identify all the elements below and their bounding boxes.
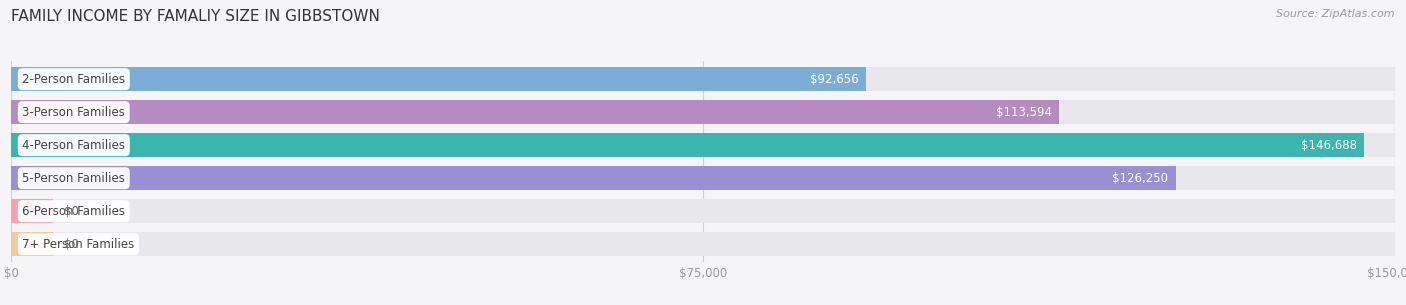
Bar	[11, 166, 1175, 190]
Text: 5-Person Families: 5-Person Families	[22, 172, 125, 185]
Bar	[11, 133, 1364, 157]
Text: 4-Person Families: 4-Person Families	[22, 139, 125, 152]
Bar	[11, 67, 1395, 91]
Text: $0: $0	[63, 205, 79, 218]
Bar	[11, 199, 1395, 223]
Text: Source: ZipAtlas.com: Source: ZipAtlas.com	[1277, 9, 1395, 19]
Bar	[11, 232, 1395, 256]
Text: $146,688: $146,688	[1301, 139, 1357, 152]
Text: 2-Person Families: 2-Person Families	[22, 73, 125, 86]
Bar	[11, 199, 53, 223]
Text: $92,656: $92,656	[810, 73, 859, 86]
Text: $126,250: $126,250	[1112, 172, 1168, 185]
Text: FAMILY INCOME BY FAMALIY SIZE IN GIBBSTOWN: FAMILY INCOME BY FAMALIY SIZE IN GIBBSTO…	[11, 9, 380, 24]
Text: 7+ Person Families: 7+ Person Families	[22, 238, 135, 251]
Text: 3-Person Families: 3-Person Families	[22, 106, 125, 119]
Text: 6-Person Families: 6-Person Families	[22, 205, 125, 218]
Bar	[11, 232, 53, 256]
Bar	[11, 166, 1395, 190]
Bar	[11, 133, 1395, 157]
Bar	[11, 100, 1395, 124]
Bar	[11, 67, 866, 91]
Text: $0: $0	[63, 238, 79, 251]
Bar	[11, 100, 1059, 124]
Text: $113,594: $113,594	[995, 106, 1052, 119]
